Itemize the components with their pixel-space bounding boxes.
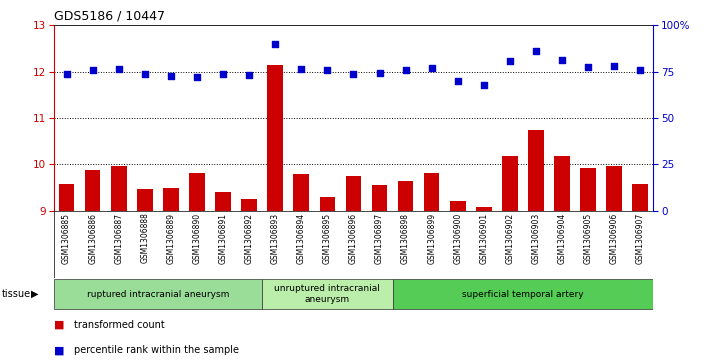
Text: GSM1306885: GSM1306885: [62, 213, 71, 264]
Point: [269, 41, 281, 47]
Bar: [528, 130, 544, 211]
Text: GSM1306899: GSM1306899: [427, 213, 436, 264]
Text: GSM1306903: GSM1306903: [531, 213, 540, 264]
Text: GSM1306896: GSM1306896: [349, 213, 358, 264]
Bar: [393, 280, 653, 309]
Bar: [59, 184, 74, 211]
Text: GSM1306891: GSM1306891: [218, 213, 228, 264]
Text: GSM1306898: GSM1306898: [401, 213, 410, 264]
Point: [139, 71, 151, 77]
Bar: [372, 185, 387, 211]
Bar: [189, 172, 205, 211]
Text: GSM1306897: GSM1306897: [375, 213, 384, 264]
Text: GSM1306902: GSM1306902: [506, 213, 514, 264]
Point: [165, 73, 176, 79]
Point: [217, 71, 228, 77]
Bar: [262, 280, 393, 309]
Bar: [111, 166, 126, 211]
Point: [608, 63, 620, 69]
Bar: [398, 182, 413, 211]
Bar: [215, 192, 231, 211]
Text: GSM1306906: GSM1306906: [610, 213, 619, 264]
Point: [321, 67, 333, 73]
Bar: [85, 170, 101, 211]
Point: [400, 67, 411, 73]
Point: [87, 67, 99, 73]
Text: GSM1306900: GSM1306900: [453, 213, 462, 264]
Bar: [450, 201, 466, 211]
Text: GSM1306901: GSM1306901: [479, 213, 488, 264]
Text: GSM1306888: GSM1306888: [141, 213, 149, 264]
Point: [296, 66, 307, 72]
Bar: [54, 280, 262, 309]
Bar: [633, 184, 648, 211]
Text: GSM1306904: GSM1306904: [558, 213, 566, 264]
Point: [556, 57, 568, 62]
Text: GSM1306893: GSM1306893: [271, 213, 280, 264]
Text: GSM1306889: GSM1306889: [166, 213, 176, 264]
Text: GSM1306892: GSM1306892: [245, 213, 253, 264]
Bar: [293, 175, 309, 211]
Point: [243, 73, 255, 78]
Point: [504, 58, 516, 64]
Text: ▶: ▶: [31, 289, 39, 299]
Bar: [267, 65, 283, 211]
Bar: [241, 199, 257, 211]
Text: GSM1306895: GSM1306895: [323, 213, 332, 264]
Bar: [554, 156, 570, 211]
Text: ruptured intracranial aneurysm: ruptured intracranial aneurysm: [86, 290, 229, 298]
Bar: [606, 166, 622, 211]
Bar: [346, 176, 361, 211]
Text: transformed count: transformed count: [74, 320, 164, 330]
Bar: [320, 197, 335, 211]
Bar: [476, 207, 492, 211]
Point: [61, 72, 72, 77]
Bar: [580, 168, 596, 211]
Point: [374, 70, 386, 76]
Point: [348, 71, 359, 77]
Text: GSM1306905: GSM1306905: [583, 213, 593, 264]
Bar: [502, 156, 518, 211]
Text: ■: ■: [54, 320, 64, 330]
Text: superficial temporal artery: superficial temporal artery: [462, 290, 584, 298]
Text: percentile rank within the sample: percentile rank within the sample: [74, 345, 238, 355]
Text: GSM1306887: GSM1306887: [114, 213, 124, 264]
Text: unruptured intracranial
aneurysm: unruptured intracranial aneurysm: [274, 284, 381, 304]
Point: [583, 64, 594, 70]
Text: tissue: tissue: [1, 289, 31, 299]
Text: GSM1306886: GSM1306886: [88, 213, 97, 264]
Point: [426, 65, 438, 71]
Point: [113, 66, 124, 72]
Text: GSM1306894: GSM1306894: [297, 213, 306, 264]
Text: ■: ■: [54, 345, 64, 355]
Bar: [163, 188, 178, 211]
Point: [478, 82, 490, 87]
Point: [191, 74, 203, 80]
Bar: [137, 189, 153, 211]
Text: GDS5186 / 10447: GDS5186 / 10447: [54, 9, 164, 22]
Point: [635, 67, 646, 73]
Text: GSM1306907: GSM1306907: [635, 213, 645, 264]
Text: GSM1306890: GSM1306890: [193, 213, 201, 264]
Point: [452, 78, 463, 84]
Bar: [424, 172, 440, 211]
Point: [531, 48, 542, 54]
